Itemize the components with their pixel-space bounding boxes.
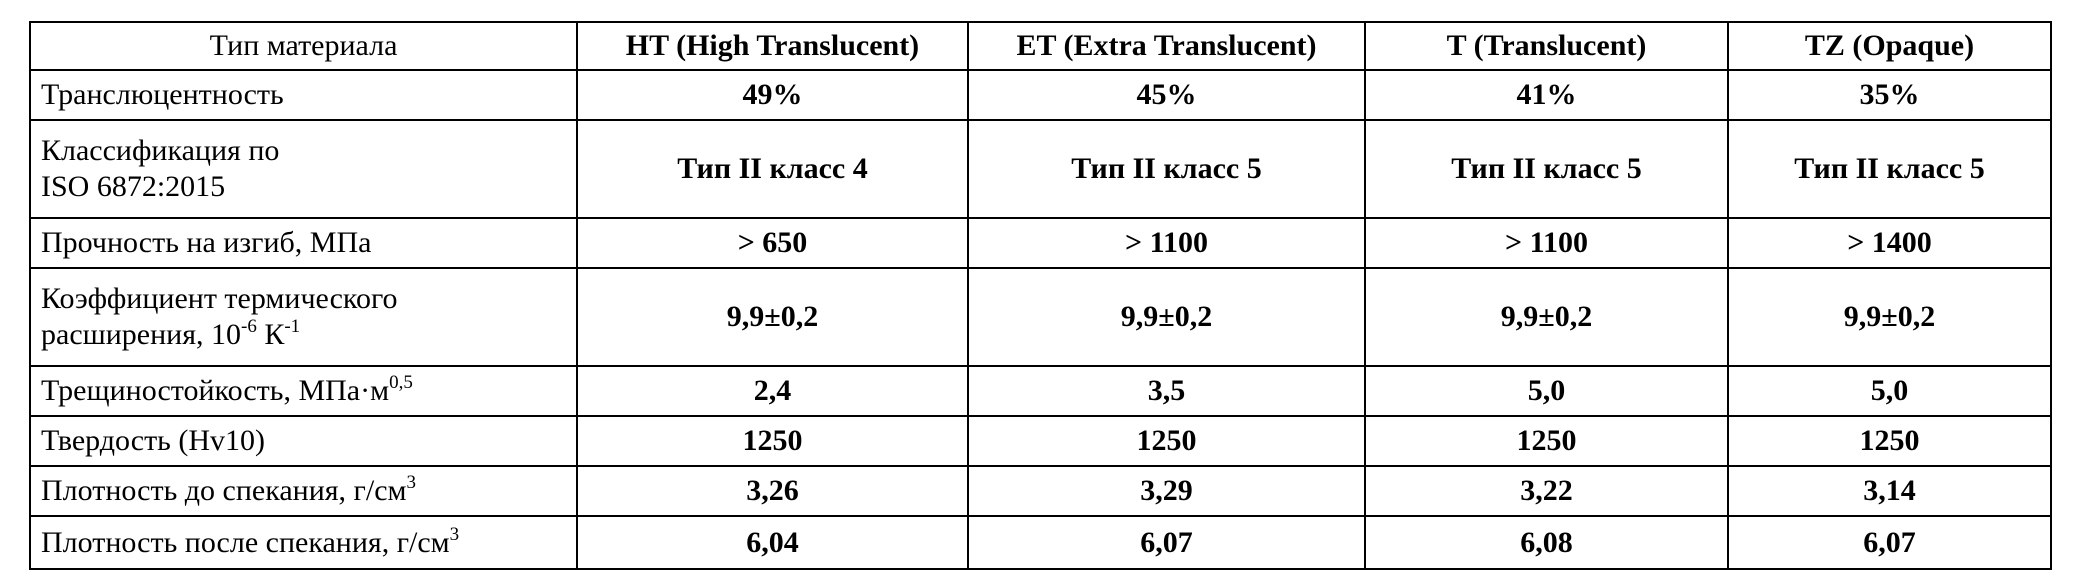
value-cell: 9,9±0,2 — [576, 267, 969, 367]
value-cell: 5,0 — [1727, 365, 2052, 417]
table-row: Коэффициент термического расширения, 10-6… — [29, 267, 2052, 367]
label-text: Коэффициент термического — [41, 282, 398, 315]
value-cell: 9,9±0,2 — [1727, 267, 2052, 367]
value-cell: 6,08 — [1364, 515, 1729, 570]
value-cell: 1250 — [576, 415, 969, 467]
header-cell: Тип материала — [29, 21, 578, 71]
value-cell: 2,4 — [576, 365, 969, 417]
header-cell: T (Translucent) — [1364, 21, 1729, 71]
value-cell: 9,9±0,2 — [967, 267, 1366, 367]
header-cell: TZ (Opaque) — [1727, 21, 2052, 71]
value-cell: 6,07 — [1727, 515, 2052, 570]
label-text: ISO 6872:2015 — [41, 170, 226, 203]
value-cell: 45% — [967, 69, 1366, 121]
table-row: Классификация по ISO 6872:2015 Тип II клас… — [29, 119, 2052, 219]
row-label: Плотность до спекания, г/см3 — [29, 465, 578, 517]
label-text: Плотность до спекания, г/см — [41, 474, 407, 507]
value-cell: Тип II класс 5 — [967, 119, 1366, 219]
value-cell: 41% — [1364, 69, 1729, 121]
value-cell: 9,9±0,2 — [1364, 267, 1729, 367]
label-text: расширения, 10 — [41, 318, 242, 351]
row-label: Транслюцентность — [29, 69, 578, 121]
table-row: Плотность до спекания, г/см3 3,26 3,29 3,22… — [29, 465, 2052, 517]
material-table: Тип материала HT (High Translucent) ET (Ex… — [29, 21, 2052, 570]
table-row: Твердость (Hv10) 1250 1250 1250 1250 — [29, 415, 2052, 467]
value-cell: 3,22 — [1364, 465, 1729, 517]
value-cell: 49% — [576, 69, 969, 121]
value-cell: > 1400 — [1727, 217, 2052, 269]
label-text: Трещиностойкость, МПа·м — [41, 374, 390, 407]
value-cell: 3,26 — [576, 465, 969, 517]
value-cell: > 1100 — [967, 217, 1366, 269]
value-cell: 1250 — [1364, 415, 1729, 467]
value-cell: Тип II класс 5 — [1727, 119, 2052, 219]
value-cell: 3,5 — [967, 365, 1366, 417]
row-label: Прочность на изгиб, МПа — [29, 217, 578, 269]
row-label: Твердость (Hv10) — [29, 415, 578, 467]
value-cell: 6,07 — [967, 515, 1366, 570]
value-cell: 3,14 — [1727, 465, 2052, 517]
superscript: 3 — [449, 523, 460, 545]
value-cell: 1250 — [967, 415, 1366, 467]
header-cell: ET (Extra Translucent) — [967, 21, 1366, 71]
row-label: Плотность после спекания, г/см3 — [29, 515, 578, 570]
table-row: Прочность на изгиб, МПа > 650 > 1100 > 1100… — [29, 217, 2052, 269]
superscript: 3 — [406, 472, 417, 493]
header-cell: HT (High Translucent) — [576, 21, 969, 71]
superscript: -1 — [284, 316, 301, 337]
label-text: Классификация по — [41, 134, 280, 167]
table-row: Транслюцентность 49% 45% 41% 35% — [29, 69, 2052, 121]
value-cell: 35% — [1727, 69, 2052, 121]
row-label: Классификация по ISO 6872:2015 — [29, 119, 578, 219]
table-row: Плотность после спекания, г/см3 6,04 6,07 6… — [29, 515, 2052, 570]
value-cell: > 1100 — [1364, 217, 1729, 269]
superscript: 0,5 — [389, 372, 413, 393]
label-text: Твердость (Hv10) — [41, 424, 266, 457]
value-cell: Тип II класс 5 — [1364, 119, 1729, 219]
table-row: Трещиностойкость, МПа·м0,5 2,4 3,5 5,0 5,0 — [29, 365, 2052, 417]
value-cell: Тип II класс 4 — [576, 119, 969, 219]
row-label: Трещиностойкость, МПа·м0,5 — [29, 365, 578, 417]
superscript: -6 — [241, 316, 257, 337]
label-text: Прочность на изгиб, МПа — [41, 226, 372, 259]
label-text: Транслюцентность — [41, 78, 284, 111]
value-cell: 5,0 — [1364, 365, 1729, 417]
row-label: Коэффициент термического расширения, 10-6… — [29, 267, 578, 367]
value-cell: 6,04 — [576, 515, 969, 570]
value-cell: > 650 — [576, 217, 969, 269]
value-cell: 3,29 — [967, 465, 1366, 517]
header-row: Тип материала HT (High Translucent) ET (Ex… — [29, 21, 2052, 71]
label-text: Плотность после спекания, г/см — [41, 525, 450, 559]
label-text: К — [256, 318, 285, 351]
value-cell: 1250 — [1727, 415, 2052, 467]
